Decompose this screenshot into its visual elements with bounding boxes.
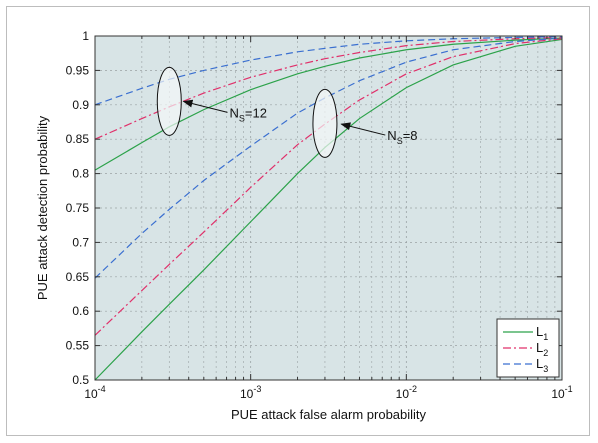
x-tick-label: 10-3	[240, 384, 261, 401]
series-line-1-ns8	[94, 38, 563, 336]
annotation-ellipse	[156, 66, 182, 136]
legend-label: L1	[536, 324, 548, 342]
y-tick-label: 0.95	[66, 63, 90, 77]
y-tick-label: 1	[82, 29, 89, 43]
detection-probability-chart: 0.5 0.55 0.6 0.65 0.7 0.75 0.8 0.85 0.9 0.95 1 10-4…	[35, 29, 573, 422]
series-line-2-ns8	[94, 37, 563, 279]
x-tick-label: 10-1	[551, 384, 572, 401]
y-tick-label: 0.8	[72, 167, 89, 181]
series-line-2-ns12	[94, 36, 563, 106]
legend-label: L3	[536, 356, 548, 374]
y-tick-label: 0.7	[72, 235, 89, 249]
y-tick-label: 0.5	[72, 373, 89, 387]
y-tick-label: 0.55	[66, 339, 90, 353]
annotation-label: NS=12	[229, 105, 266, 123]
x-tick-label: 10-4	[84, 384, 105, 401]
y-tick-label: 0.75	[66, 201, 90, 215]
figure-frame: 0.5 0.55 0.6 0.65 0.7 0.75 0.8 0.85 0.9 0.95 1 10-4…	[6, 6, 590, 436]
y-tick-label: 0.65	[66, 270, 90, 284]
axis-ticks: 0.5 0.55 0.6 0.65 0.7 0.75 0.8 0.85 0.9 0.95 1 10-4…	[66, 29, 573, 401]
y-tick-label: 0.85	[66, 132, 90, 146]
annotation-arrow	[182, 99, 228, 113]
y-axis-label: PUE attack detection probability	[35, 115, 50, 300]
annotation-label: NS=8	[387, 128, 417, 146]
y-tick-label: 0.6	[72, 304, 89, 318]
y-tick-label: 0.9	[72, 98, 89, 112]
x-tick-label: 10-2	[396, 384, 417, 401]
series-line-0-ns8	[94, 38, 563, 381]
annotation-ellipse	[312, 88, 338, 158]
annotation-arrow	[340, 122, 386, 136]
legend-label: L2	[536, 340, 548, 358]
annotations: NS=12 NS=8	[156, 66, 418, 158]
x-axis-label: PUE attack false alarm probability	[231, 407, 427, 422]
legend-box	[496, 318, 560, 378]
